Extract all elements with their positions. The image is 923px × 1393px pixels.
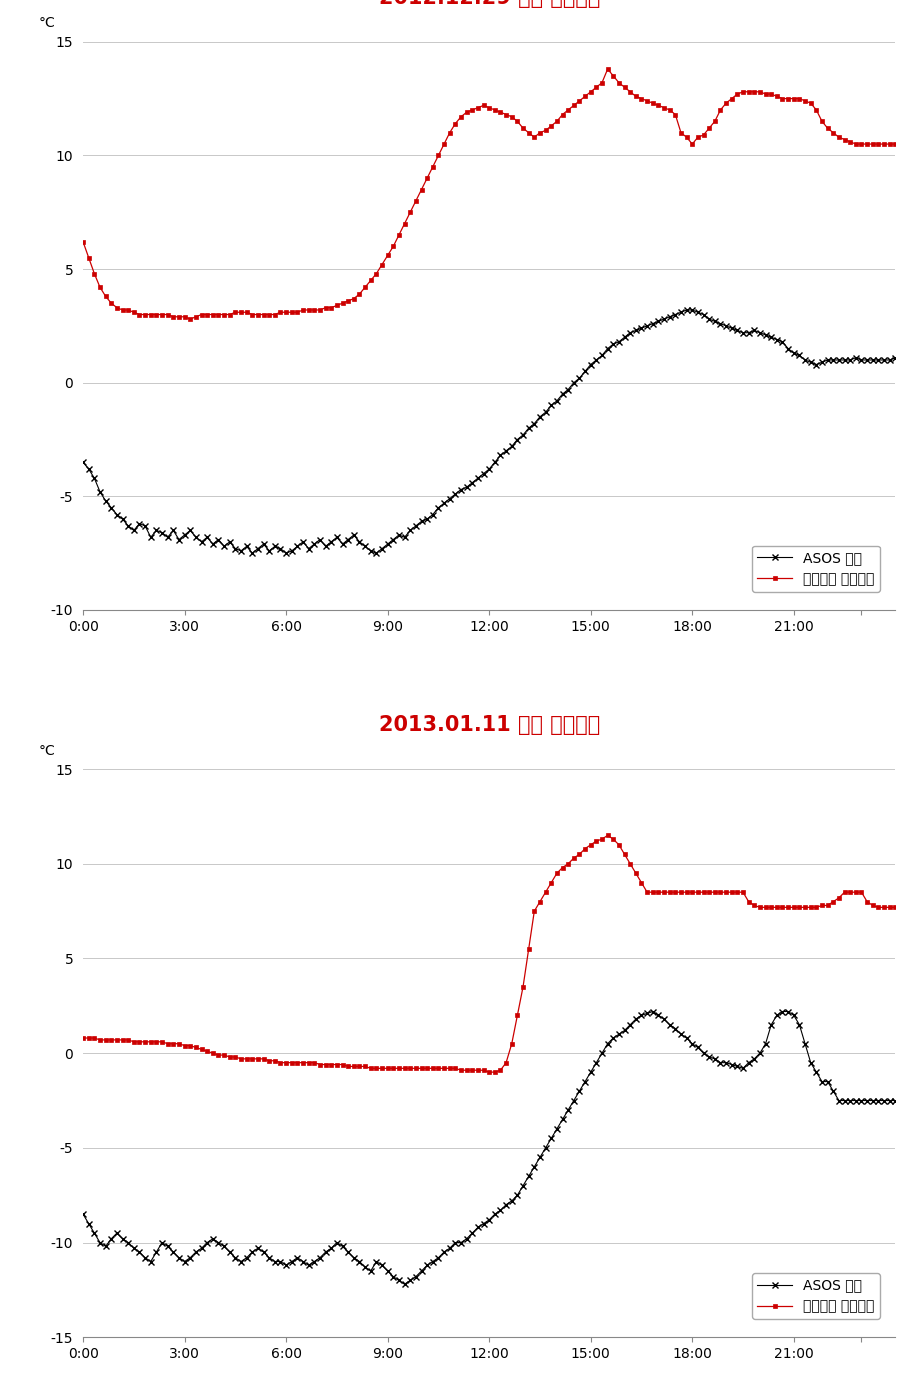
Line: 강수량계 내부온도: 강수량계 내부온도 <box>81 833 897 1074</box>
ASOS 온도 <box>551 393 562 410</box>
ASOS 온도 <box>551 1120 562 1137</box>
ASOS 온도 <box>681 302 692 319</box>
강수량계 내부온도 <box>726 883 737 900</box>
강수량계 내부온도 <box>78 1029 89 1046</box>
강수량계 내부온도 <box>117 302 128 319</box>
강수량계 내부온도 <box>551 865 562 882</box>
ASOS 온도 <box>399 1276 410 1293</box>
Line: ASOS 온도: ASOS 온도 <box>80 1009 898 1287</box>
ASOS 온도 <box>890 350 901 366</box>
ASOS 온도 <box>83 461 94 478</box>
ASOS 온도 <box>78 1206 89 1223</box>
ASOS 온도 <box>246 545 258 561</box>
강수량계 내부온도 <box>185 311 196 327</box>
강수량계 내부온도 <box>83 249 94 266</box>
강수량계 내부온도 <box>83 1029 94 1046</box>
Legend: ASOS 온도, 강수량계 내부온도: ASOS 온도, 강수량계 내부온도 <box>752 1273 881 1319</box>
ASOS 온도 <box>703 1049 714 1066</box>
ASOS 온도 <box>647 1003 658 1020</box>
강수량계 내부온도 <box>845 883 856 900</box>
ASOS 온도 <box>703 311 714 327</box>
ASOS 온도 <box>726 320 737 337</box>
Text: °C: °C <box>39 17 55 31</box>
Text: 2012.12.29 고창 온도비교: 2012.12.29 고창 온도비교 <box>378 0 600 8</box>
Line: ASOS 온도: ASOS 온도 <box>80 308 898 556</box>
강수량계 내부온도 <box>484 1064 495 1081</box>
강수량계 내부온도 <box>890 898 901 915</box>
ASOS 온도 <box>117 1230 128 1247</box>
강수량계 내부온도 <box>551 113 562 130</box>
ASOS 온도 <box>117 511 128 528</box>
ASOS 온도 <box>726 1056 737 1073</box>
강수량계 내부온도 <box>117 1032 128 1049</box>
강수량계 내부온도 <box>726 91 737 107</box>
강수량계 내부온도 <box>602 61 613 78</box>
Line: 강수량계 내부온도: 강수량계 내부온도 <box>81 67 897 322</box>
Legend: ASOS 온도, 강수량계 내부온도: ASOS 온도, 강수량계 내부온도 <box>752 546 881 592</box>
강수량계 내부온도 <box>602 827 613 844</box>
ASOS 온도 <box>845 1092 856 1109</box>
강수량계 내부온도 <box>703 883 714 900</box>
Text: °C: °C <box>39 744 55 758</box>
강수량계 내부온도 <box>845 134 856 150</box>
ASOS 온도 <box>845 351 856 368</box>
Text: 2013.01.11 고창 온도비교: 2013.01.11 고창 온도비교 <box>378 715 600 736</box>
강수량계 내부온도 <box>703 120 714 137</box>
ASOS 온도 <box>78 454 89 471</box>
ASOS 온도 <box>890 1092 901 1109</box>
강수량계 내부온도 <box>890 135 901 152</box>
강수량계 내부온도 <box>78 234 89 251</box>
ASOS 온도 <box>83 1215 94 1231</box>
